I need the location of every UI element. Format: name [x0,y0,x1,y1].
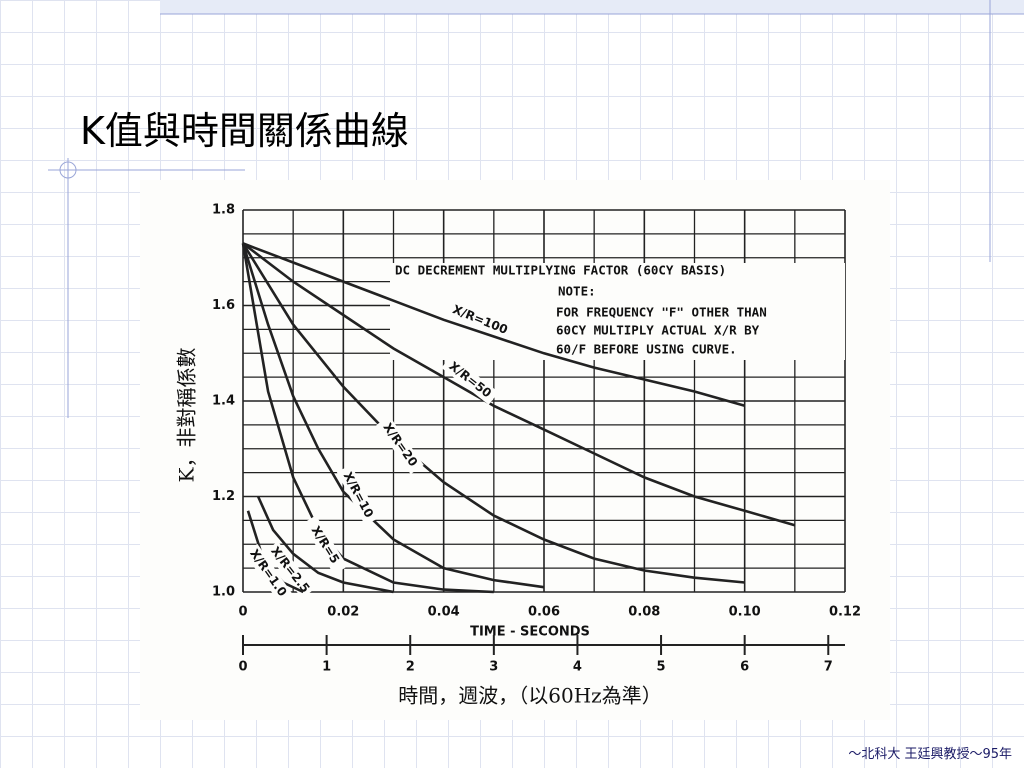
y-tick-label: 1.4 [212,394,235,409]
series-line [242,242,746,408]
x-tick-label: 0.10 [729,605,761,620]
annotation: 60/F BEFORE USING CURVE. [556,342,737,357]
x2-tick-label: 6 [740,660,749,675]
x2-tick-label: 4 [573,660,582,675]
series-label-bg [336,464,380,526]
series-line [256,495,394,594]
slide-title: K值與時間關係曲線 [80,109,409,153]
y-tick-label: 1.0 [212,585,235,600]
y-tick-label: 1.2 [212,489,235,504]
x2-tick-label: 2 [406,660,415,675]
x-tick-label: 0.08 [628,605,660,620]
series-label-bg [449,301,511,339]
x-axis-label: TIME - SECONDS [470,625,590,640]
annotation: NOTE: [558,284,596,299]
series-label-bg [302,515,348,575]
x2-axis-label: 時間，週波，（以60Hz為準） [398,684,661,708]
annotation: 60CY MULTIPLY ACTUAL X/R BY [556,323,760,338]
x2-tick-label: 5 [657,660,666,675]
x-tick-label: 0.02 [327,605,359,620]
series-label-bg [244,543,292,603]
y-tick-label: 1.6 [212,298,235,313]
x2-tick-label: 7 [824,660,833,675]
x-tick-label: 0 [238,605,247,620]
series-label-bg [376,415,424,475]
series-line [242,242,796,527]
series-line [241,243,545,589]
y-axis-label: K，非對稱係數 [175,348,199,483]
x-tick-label: 0.06 [528,605,560,620]
decor-circle [59,161,77,179]
y-tick-label: 1.8 [212,203,235,218]
x-tick-label: 0.04 [428,605,460,620]
x2-tick-label: 3 [489,660,498,675]
x2-tick-label: 1 [322,660,331,675]
annotation: DC DECREMENT MULTIPLYING FACTOR (60CY BA… [395,263,726,278]
slide-footer: ～北科大 王廷興教授～95年 [848,747,1012,762]
series-line [241,242,745,584]
series-label-bg [441,355,499,405]
decor-band [160,0,1024,14]
x2-tick-label: 0 [238,660,247,675]
series-label-bg [265,541,315,599]
x-tick-label: 0.12 [829,605,861,620]
annotation: FOR FREQUENCY "F" OTHER THAN [556,305,767,320]
